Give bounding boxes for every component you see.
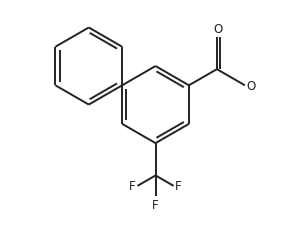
Text: O: O: [246, 80, 255, 93]
Text: F: F: [175, 179, 182, 192]
Text: O: O: [213, 23, 222, 36]
Text: F: F: [129, 179, 136, 192]
Text: F: F: [152, 198, 159, 211]
